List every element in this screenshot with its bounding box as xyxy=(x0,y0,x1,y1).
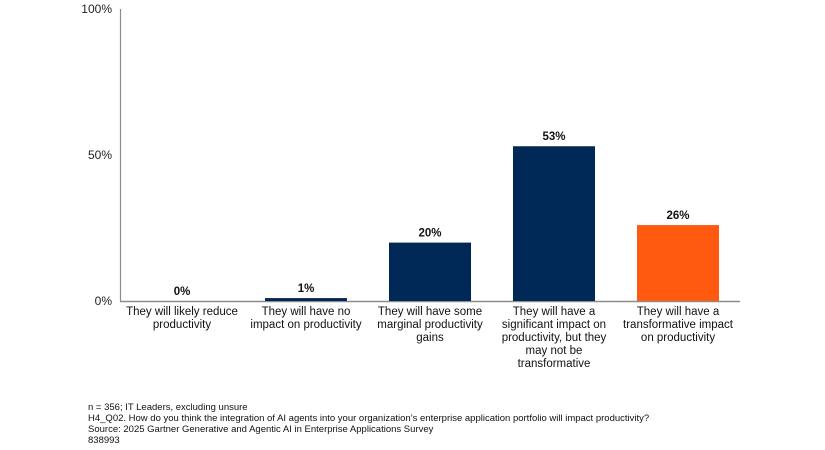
category-label-2: They will have no impact on productivity xyxy=(250,306,362,331)
category-label-4: They will have a significant impact on p… xyxy=(501,306,607,370)
bar-3 xyxy=(389,242,471,301)
footnote-id: 838993 xyxy=(88,435,120,446)
data-label-4: 53% xyxy=(542,131,565,143)
category-label-1: They will likely reduce productivity xyxy=(126,306,238,331)
category-label-3: They will have some marginal productivit… xyxy=(377,306,483,344)
data-label-2: 1% xyxy=(298,283,315,295)
y-tick-label: 100% xyxy=(81,2,112,16)
data-label-3: 20% xyxy=(418,228,441,240)
footnote-source: Source: 2025 Gartner Generative and Agen… xyxy=(88,424,434,435)
y-tick-label: 0% xyxy=(95,294,113,308)
bar-5 xyxy=(637,225,719,301)
footnotes: n = 356; IT Leaders, excluding unsure H4… xyxy=(88,402,649,446)
y-axis: 0% 50% 100% xyxy=(81,2,740,308)
data-label-1: 0% xyxy=(174,286,191,298)
bar-4 xyxy=(513,146,595,301)
y-tick-label: 50% xyxy=(88,148,112,162)
bars xyxy=(265,146,719,301)
footnote-question: H4_Q02. How do you think the integration… xyxy=(88,413,650,424)
data-label-5: 26% xyxy=(666,210,689,222)
category-label-5: They will have a transformative impact o… xyxy=(623,306,733,344)
data-labels: 0% 1% 20% 53% 26% xyxy=(174,131,690,298)
footnote-sample: n = 356; IT Leaders, excluding unsure xyxy=(88,402,248,413)
bar-2 xyxy=(265,298,347,301)
